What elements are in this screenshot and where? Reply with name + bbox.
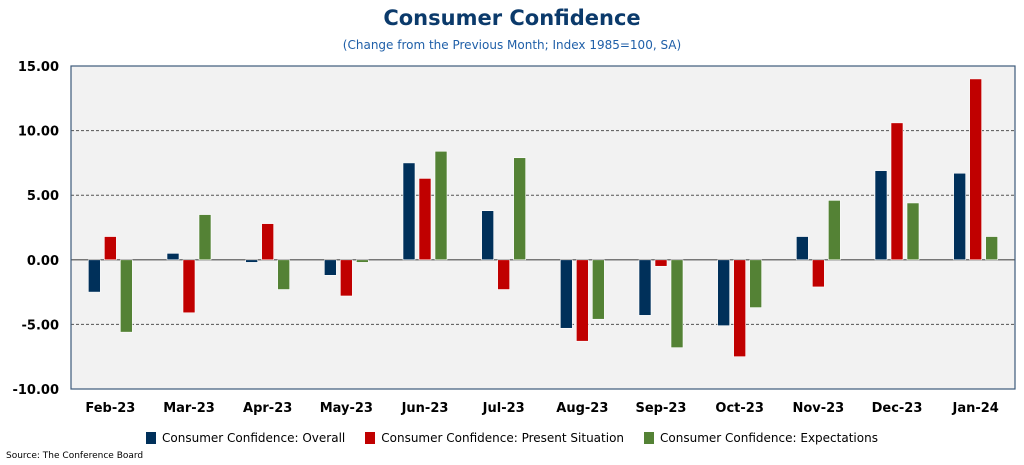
bar-overall: [88, 259, 101, 293]
bar-overall: [245, 259, 258, 263]
bar-expectations: [749, 259, 762, 308]
legend-label: Consumer Confidence: Expectations: [660, 431, 878, 445]
bar-expectations: [828, 200, 841, 261]
legend-item: Consumer Confidence: Present Situation: [365, 431, 624, 445]
bar-overall: [324, 259, 337, 276]
x-tick-label: Oct-23: [715, 401, 763, 416]
legend: Consumer Confidence: Overall Consumer Con…: [0, 431, 1024, 445]
y-tick-label: -10.00: [12, 383, 59, 398]
bar-overall: [796, 236, 809, 261]
bar-present-situation: [340, 259, 353, 297]
y-tick-label: 10.00: [18, 125, 59, 140]
bar-overall: [638, 259, 652, 316]
bar-expectations: [906, 202, 920, 261]
bar-expectations: [356, 259, 369, 263]
source-note: Source: The Conference Board: [6, 451, 144, 461]
bar-expectations: [592, 259, 605, 320]
legend-item: Consumer Confidence: Expectations: [644, 431, 878, 445]
y-tick-label: 15.00: [18, 60, 59, 75]
bar-present-situation: [812, 259, 825, 288]
legend-label: Consumer Confidence: Overall: [162, 431, 346, 445]
x-tick-label: Jan-24: [951, 401, 998, 416]
x-tick-label: Apr-23: [243, 401, 292, 416]
chart-subtitle: (Change from the Previous Month; Index 1…: [342, 38, 682, 52]
bar-present-situation: [890, 122, 904, 261]
bar-present-situation: [104, 236, 117, 261]
bar-present-situation: [576, 259, 589, 342]
chart-title: Consumer Confidence: [383, 6, 641, 30]
legend-item: Consumer Confidence: Overall: [146, 431, 345, 445]
x-tick-label: Nov-23: [792, 401, 844, 416]
bar-present-situation: [418, 178, 432, 261]
bar-overall: [481, 210, 494, 261]
x-tick-label: Feb-23: [85, 401, 135, 416]
bar-present-situation: [733, 259, 746, 357]
x-tick-label: Sep-23: [636, 401, 687, 416]
legend-swatch: [644, 432, 655, 444]
bar-expectations: [670, 259, 684, 348]
bar-present-situation: [497, 259, 510, 290]
y-tick-label: 5.00: [27, 189, 59, 204]
plot-border: [70, 65, 1016, 390]
bar-expectations: [277, 259, 290, 290]
y-tick-label: 0.00: [27, 254, 59, 269]
legend-label: Consumer Confidence: Present Situation: [381, 431, 625, 445]
bar-expectations: [985, 236, 998, 261]
bar-overall: [166, 253, 180, 261]
plot-area: [71, 66, 1015, 389]
bar-present-situation: [969, 78, 982, 261]
bar-overall: [874, 170, 888, 261]
bar-expectations: [198, 214, 212, 261]
bar-overall: [560, 259, 573, 329]
bar-expectations: [120, 259, 133, 333]
x-tick-label: Dec-23: [872, 401, 923, 416]
bar-overall: [953, 172, 966, 261]
y-tick-label: -5.00: [22, 318, 59, 333]
legend-swatch: [146, 432, 157, 444]
bar-expectations: [513, 157, 526, 261]
bar-present-situation: [182, 259, 196, 314]
bar-overall: [717, 259, 730, 326]
x-tick-label: Jun-23: [401, 401, 449, 416]
x-tick-label: Jul-23: [482, 401, 525, 416]
bar-expectations: [434, 150, 448, 261]
x-tick-label: May-23: [320, 401, 373, 416]
x-tick-label: Mar-23: [163, 401, 215, 416]
bar-present-situation: [654, 259, 668, 267]
bar-overall: [402, 162, 416, 261]
legend-swatch: [365, 432, 376, 444]
x-tick-label: Aug-23: [556, 401, 608, 416]
bar-present-situation: [261, 223, 274, 261]
